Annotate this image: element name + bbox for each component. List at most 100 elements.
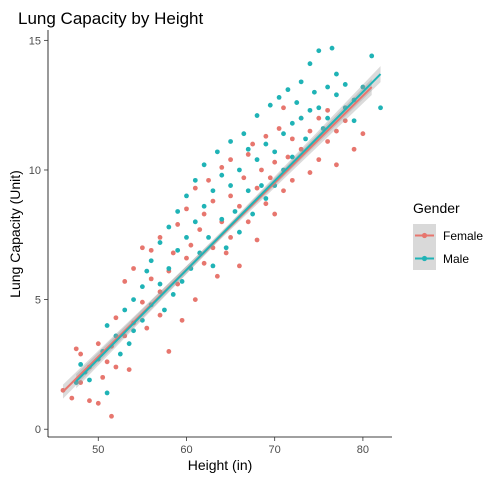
y-tick-label: 5 <box>35 295 41 307</box>
data-point <box>241 175 247 181</box>
data-point <box>87 398 92 404</box>
data-point <box>157 289 163 295</box>
data-point <box>360 84 366 90</box>
data-point <box>104 390 110 396</box>
data-point <box>95 400 101 406</box>
data-point <box>334 92 339 98</box>
x-tick-label: 70 <box>269 444 281 456</box>
data-point <box>228 139 233 144</box>
data-point <box>170 250 176 256</box>
data-point <box>241 131 247 137</box>
data-point <box>192 177 198 183</box>
data-point <box>263 201 269 207</box>
data-point <box>175 222 181 227</box>
data-point <box>157 240 163 245</box>
data-point <box>325 84 331 90</box>
data-point <box>131 328 136 334</box>
data-point <box>122 307 128 313</box>
data-point <box>144 268 150 274</box>
data-point <box>237 167 242 173</box>
data-point <box>378 105 383 111</box>
data-point <box>245 219 251 225</box>
data-point <box>325 107 331 113</box>
data-point <box>281 188 286 194</box>
data-point <box>307 128 313 134</box>
data-point <box>342 82 348 87</box>
data-point <box>307 107 313 113</box>
data-point <box>122 279 128 284</box>
data-point <box>131 266 136 271</box>
y-tick-label: 10 <box>29 165 41 177</box>
legend-item-male: Male <box>413 247 469 270</box>
x-tick-label: 80 <box>357 444 369 456</box>
data-point <box>267 102 273 108</box>
data-point <box>139 284 145 290</box>
data-point <box>272 159 278 165</box>
data-point <box>144 325 150 331</box>
series-female-points <box>60 105 366 419</box>
data-point <box>206 234 211 240</box>
plot-area <box>60 45 383 419</box>
data-point <box>237 229 242 235</box>
y-axis-title: Lung Capacity (Unit) <box>7 170 23 298</box>
data-point <box>223 245 229 251</box>
data-point <box>289 136 295 142</box>
data-point <box>263 196 269 201</box>
data-point <box>219 172 225 178</box>
data-point <box>245 152 251 157</box>
data-point <box>267 175 273 181</box>
data-point <box>259 183 264 188</box>
data-point <box>175 247 181 253</box>
data-point <box>197 227 203 233</box>
data-point <box>157 281 163 287</box>
data-point <box>157 234 163 240</box>
chart-title: Lung Capacity by Height <box>18 9 204 28</box>
data-point <box>201 211 207 217</box>
data-point <box>184 234 189 240</box>
data-point <box>210 188 216 194</box>
data-point <box>126 341 132 347</box>
data-point <box>210 198 216 204</box>
data-point <box>237 203 242 209</box>
data-point <box>223 250 229 256</box>
data-point <box>250 211 256 217</box>
data-point <box>232 209 238 214</box>
data-point <box>228 183 233 188</box>
data-point <box>166 224 172 230</box>
legend-label: Male <box>443 252 469 266</box>
data-point <box>166 349 172 354</box>
data-point <box>254 185 260 191</box>
data-point <box>214 273 220 279</box>
data-point <box>192 185 198 191</box>
data-point <box>157 312 163 318</box>
data-point <box>316 48 322 54</box>
data-point <box>210 263 216 269</box>
data-point <box>166 266 172 271</box>
data-point <box>311 89 317 95</box>
data-point <box>325 115 331 121</box>
data-point <box>245 146 251 152</box>
x-tick-label: 50 <box>92 444 104 456</box>
trend-line-male <box>75 73 382 382</box>
data-point <box>148 258 154 264</box>
data-point <box>254 237 260 243</box>
data-point <box>228 157 233 163</box>
data-point <box>334 71 339 77</box>
data-point <box>303 136 308 142</box>
data-point <box>307 170 313 175</box>
data-point <box>245 188 251 194</box>
data-point <box>78 380 84 385</box>
data-point <box>184 206 189 212</box>
data-point <box>342 118 348 124</box>
data-point <box>334 128 339 134</box>
data-point <box>360 131 366 137</box>
data-point <box>179 317 185 323</box>
y-tick-label: 15 <box>29 35 41 47</box>
data-point <box>281 105 286 111</box>
data-point <box>263 133 269 139</box>
data-point <box>192 297 198 303</box>
data-point <box>113 364 119 370</box>
data-point <box>316 105 322 111</box>
data-point <box>219 216 225 222</box>
data-point <box>219 164 225 170</box>
